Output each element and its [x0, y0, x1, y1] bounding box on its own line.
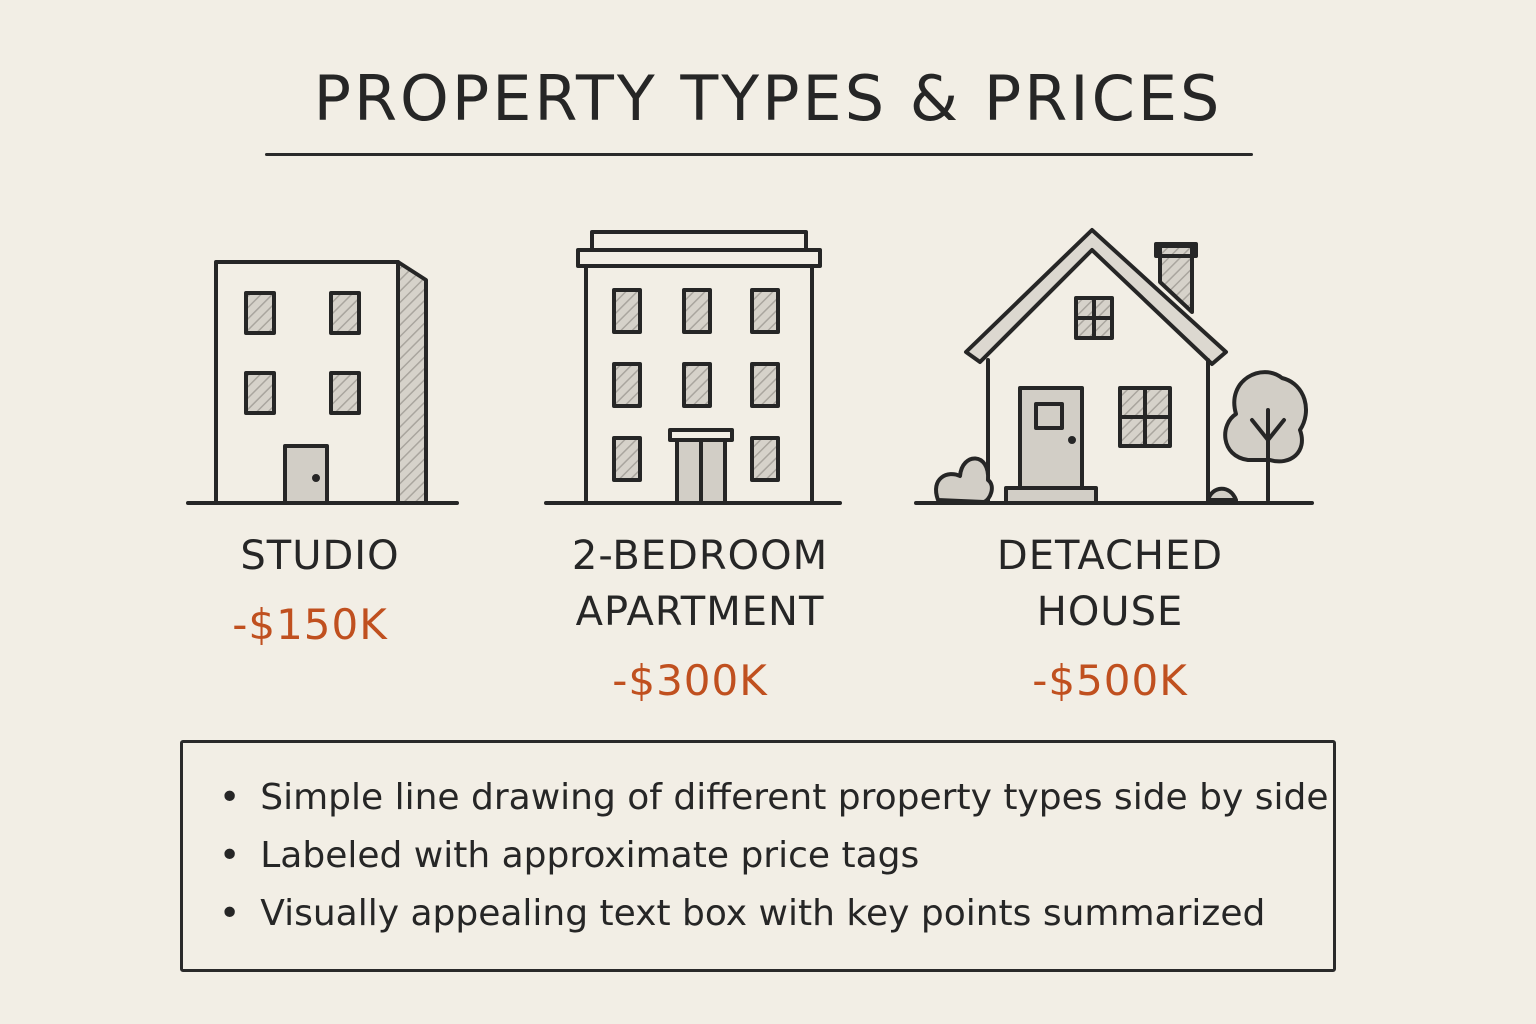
summary-item: Visually appealing text box with key poi… — [219, 885, 1333, 943]
apartment-price: -$300K — [612, 656, 768, 705]
page-title: PROPERTY TYPES & PRICES — [313, 62, 1223, 135]
studio-building-icon — [186, 260, 459, 505]
summary-box: Simple line drawing of different propert… — [180, 740, 1336, 972]
detached-house-icon — [914, 228, 1314, 505]
house-label-line2: HOUSE — [1036, 589, 1184, 635]
studio-price: -$150K — [232, 600, 388, 649]
apartment-building-icon — [544, 230, 842, 505]
apartment-label-line1: 2-BEDROOM — [571, 533, 829, 579]
apartment-label-line2: APARTMENT — [575, 589, 825, 635]
studio-label: STUDIO — [240, 533, 400, 579]
summary-item: Labeled with approximate price tags — [219, 827, 1333, 885]
title-underline — [265, 153, 1253, 156]
house-label-line1: DETACHED — [996, 533, 1224, 579]
summary-item: Simple line drawing of different propert… — [219, 769, 1333, 827]
house-price: -$500K — [1032, 656, 1188, 705]
illustration — [186, 228, 1314, 505]
